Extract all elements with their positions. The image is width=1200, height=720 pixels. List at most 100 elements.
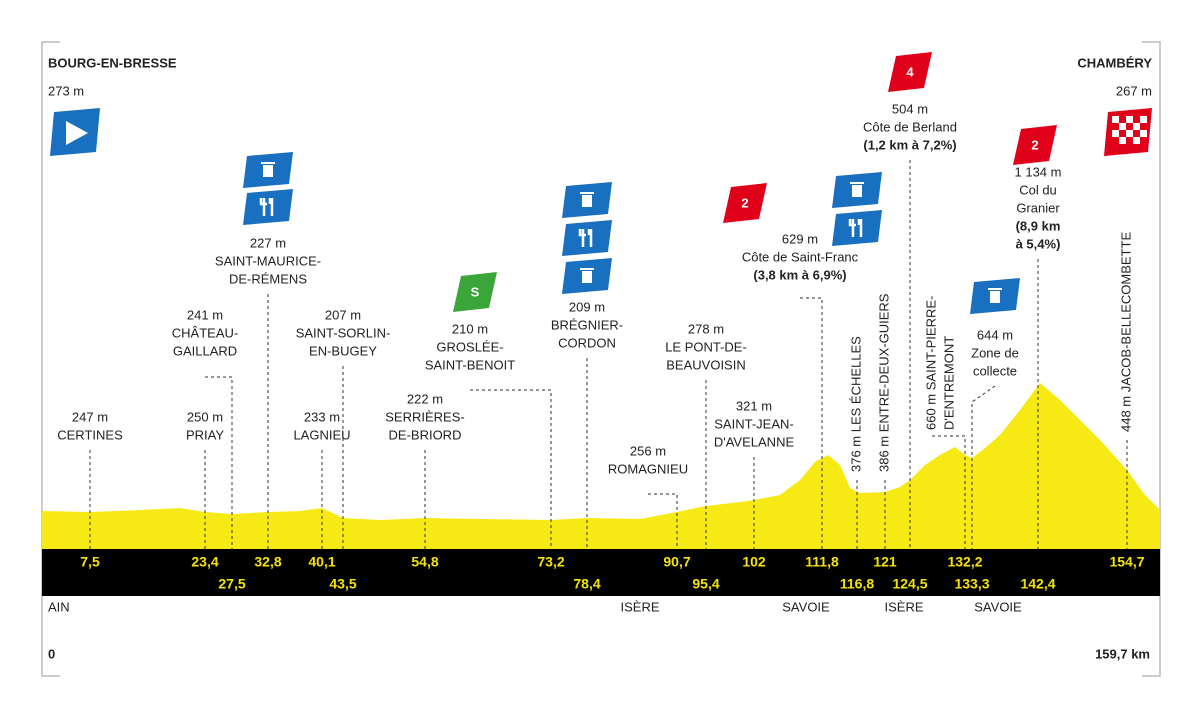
waypoint-label: SERRIÈRES- (385, 409, 464, 424)
km-band (42, 549, 1160, 596)
km-label: 73,2 (537, 554, 564, 570)
waypoint-label: 227 m (250, 235, 286, 250)
waypoint-label: Côte de Saint-Franc (742, 249, 859, 264)
frame (41, 41, 1161, 677)
km-label: 102 (742, 554, 766, 570)
climb-badge: 4 (888, 52, 932, 92)
waypoint-label: SAINT-MAURICE- (215, 253, 321, 268)
finish-elevation: 267 m (1116, 83, 1152, 98)
waypoint-label: 241 m (187, 307, 223, 322)
service-icon (832, 172, 882, 208)
distance-end: 159,7 km (1095, 646, 1150, 661)
waypoint-label: 209 m (569, 299, 605, 314)
service-icon (562, 258, 612, 294)
waypoint-label: DE-BRIORD (389, 427, 462, 442)
start-elevation: 273 m (48, 83, 84, 98)
waypoint-label: CORDON (558, 335, 616, 350)
finish-icon (1104, 108, 1152, 156)
waypoint-label: collecte (973, 363, 1017, 378)
km-label: 124,5 (892, 576, 927, 592)
region-label: SAVOIE (974, 599, 1022, 614)
waypoint-label: 321 m (736, 398, 772, 413)
waypoint-label: CHÂTEAU- (172, 325, 238, 340)
climb-badge: 2 (723, 183, 767, 223)
km-label: 95,4 (692, 576, 719, 592)
badge-shape (888, 52, 932, 92)
icon-glyph (261, 162, 275, 164)
waypoint-label: SAINT-BENOIT (425, 357, 515, 372)
waypoint-label: LAGNIEU (293, 427, 350, 442)
waypoint-label: 386 m ENTRE-DEUX-GUIERS (876, 293, 891, 472)
waypoint-label: BRÉGNIER- (551, 317, 623, 332)
region-label: ISÈRE (620, 599, 659, 614)
km-label: 154,7 (1109, 554, 1144, 570)
km-label: 40,1 (308, 554, 335, 570)
badge-text: 4 (906, 64, 914, 79)
waypoint-label: 250 m (187, 409, 223, 424)
km-label: 111,8 (805, 554, 839, 570)
waypoint-label: 233 m (304, 409, 340, 424)
waypoint-label: CERTINES (57, 427, 123, 442)
km-label: 116,8 (840, 576, 874, 592)
km-label: 78,4 (573, 576, 600, 592)
waypoint-label: 504 m (892, 101, 928, 116)
waypoint-label: 660 m SAINT-PIERRE- (923, 296, 938, 430)
waypoint-label: 222 m (407, 391, 443, 406)
icon-glyph (852, 185, 862, 197)
km-label: 32,8 (254, 554, 281, 570)
waypoint-label: GROSLÉE- (436, 339, 503, 354)
km-label: 121 (873, 554, 897, 570)
badge-text: 2 (1031, 137, 1038, 152)
climb-detail: (8,9 km (1016, 218, 1061, 233)
icon-glyph (578, 229, 593, 247)
service-icon (832, 210, 882, 246)
waypoint-label: Zone de (971, 345, 1019, 360)
waypoint-label: 247 m (72, 409, 108, 424)
km-label: 27,5 (218, 576, 245, 592)
region-label: SAVOIE (782, 599, 830, 614)
waypoint-label: ROMAGNIEU (608, 461, 688, 476)
badge-shape (723, 183, 767, 223)
service-icon (562, 220, 612, 256)
icon-glyph (850, 182, 864, 184)
service-icon (562, 182, 612, 218)
km-label: 23,4 (191, 554, 218, 570)
leader-line (800, 297, 823, 549)
waypoint-label: 448 m JACOB-BELLECOMBETTE (1118, 232, 1133, 432)
badge-text: 2 (741, 195, 748, 210)
km-label: 132,2 (947, 554, 982, 570)
waypoint-label: EN-BUGEY (309, 343, 377, 358)
leader-line (205, 376, 233, 549)
waypoint-label: SAINT-JEAN- (714, 416, 793, 431)
waypoint-label: Col du (1019, 182, 1057, 197)
waypoint-label: 256 m (630, 443, 666, 458)
waypoint-label: Côte de Berland (863, 119, 957, 134)
leader-line (932, 435, 966, 549)
waypoint-label: Granier (1016, 200, 1060, 215)
waypoint-label: 207 m (325, 307, 361, 322)
leader-line (470, 389, 552, 549)
waypoint-label: D'AVELANNE (714, 434, 795, 449)
waypoint-label: D'ENTREMONT (941, 336, 956, 430)
icon-glyph (263, 165, 273, 177)
service-icon (243, 152, 293, 188)
km-label: 142,4 (1020, 576, 1055, 592)
icon-glyph (988, 288, 1002, 290)
climb-badge: S (453, 272, 497, 312)
icon-shape (243, 189, 293, 225)
badge-shape (453, 272, 497, 312)
icon-glyph (990, 291, 1000, 303)
waypoint-label: LE PONT-DE- (665, 339, 747, 354)
waypoint-label: BEAUVOISIN (666, 357, 745, 372)
icon-glyph (580, 268, 594, 270)
climb-badge: 2 (1013, 125, 1057, 165)
km-label: 133,3 (954, 576, 989, 592)
waypoint-label: GAILLARD (173, 343, 237, 358)
waypoint-label: SAINT-SORLIN- (296, 325, 391, 340)
km-label: 7,5 (80, 554, 100, 570)
icon-glyph (582, 271, 592, 283)
service-icon (243, 189, 293, 225)
icon-glyph (848, 219, 863, 237)
waypoint-label: PRIAY (186, 427, 224, 442)
